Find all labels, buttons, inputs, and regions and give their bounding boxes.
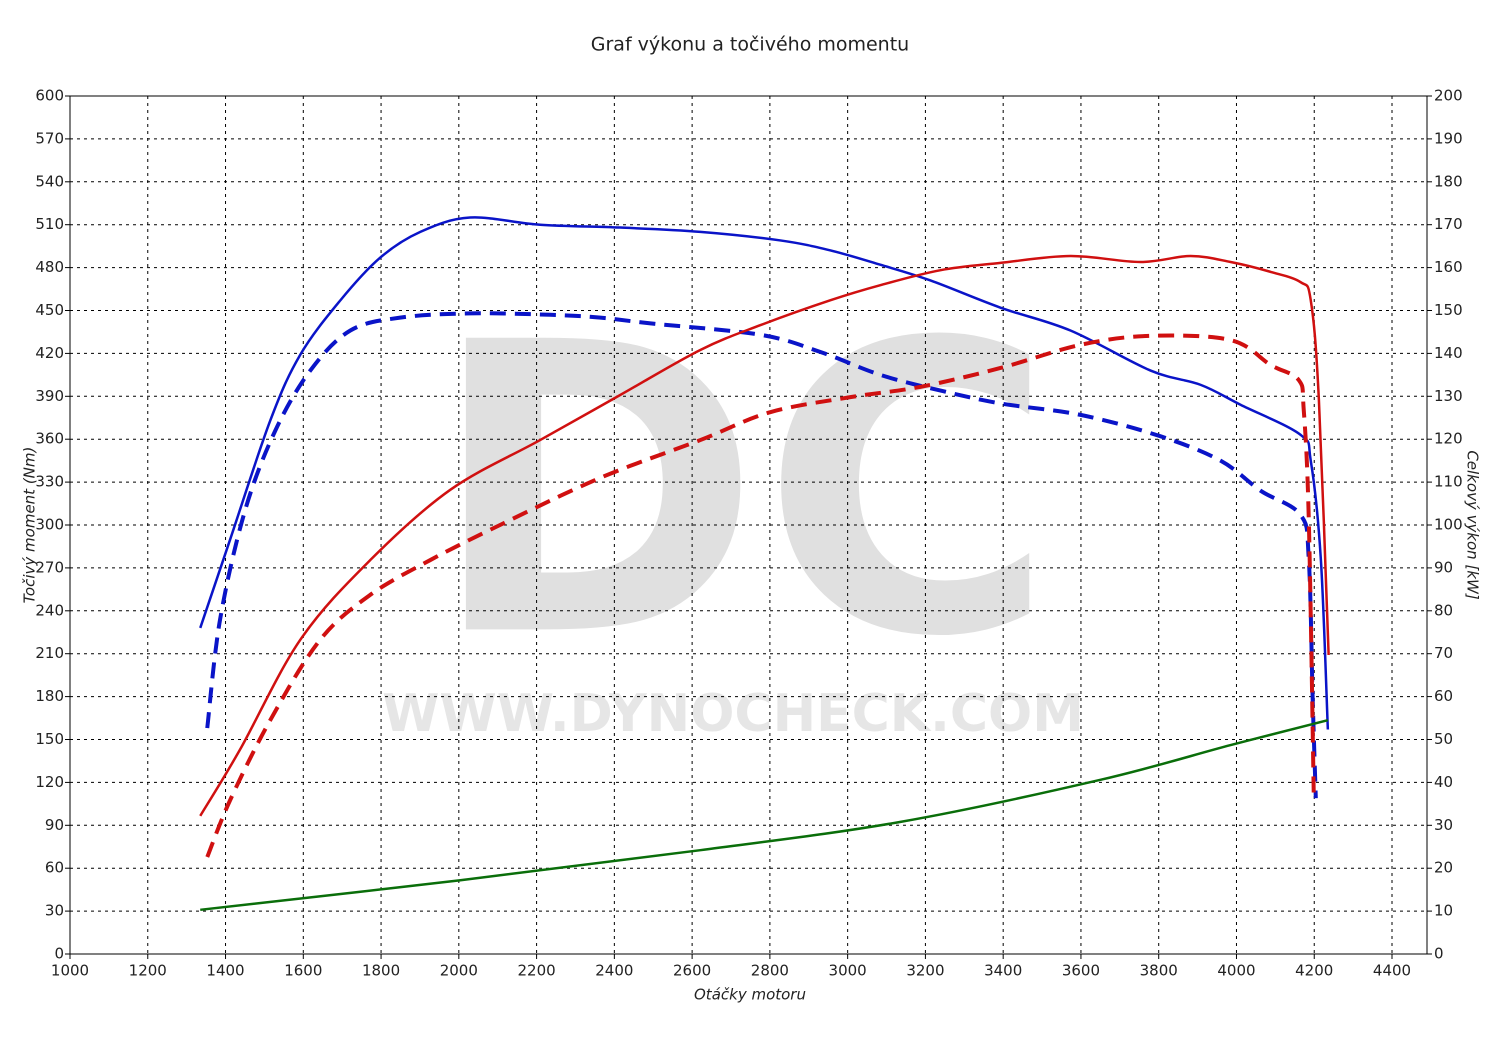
- y-tick-label: 210: [35, 644, 64, 662]
- y-tick-label: 60: [45, 859, 64, 877]
- y2-tick-label: 110: [1434, 473, 1463, 491]
- y-tick-label: 30: [45, 902, 64, 920]
- x-tick-label: 2400: [595, 962, 633, 980]
- y2-tick-label: 10: [1434, 902, 1453, 920]
- x-axis-title: Otáčky motoru: [694, 986, 806, 1004]
- watermark-logo: DC: [429, 259, 1055, 724]
- y-axis-title: Točivý moment (Nm): [21, 447, 39, 604]
- y-tick-label: 360: [35, 430, 64, 448]
- x-tick-label: 3600: [1062, 962, 1100, 980]
- y-tick-label: 540: [35, 172, 64, 190]
- x-tick-label: 3000: [829, 962, 867, 980]
- y2-tick-label: 200: [1434, 87, 1463, 105]
- y-tick-label: 150: [35, 730, 64, 748]
- x-tick-label: 1200: [129, 962, 167, 980]
- y2-tick-label: 140: [1434, 344, 1463, 362]
- y2-tick-label: 60: [1434, 687, 1453, 705]
- y-tick-label: 0: [54, 945, 64, 963]
- series-line: [205, 311, 1318, 799]
- y2-tick-label: 30: [1434, 816, 1453, 834]
- y2-tick-label: 0: [1434, 945, 1444, 963]
- x-tick-label: 3200: [906, 962, 944, 980]
- y2-tick-label: 100: [1434, 516, 1463, 534]
- y2-tick-label: 20: [1434, 859, 1453, 877]
- x-tick-label: 1600: [284, 962, 322, 980]
- y-tick-label: 510: [35, 215, 64, 233]
- plot-frame: [69, 95, 1428, 955]
- y-tick-label: 420: [35, 344, 64, 362]
- y-tick-label: 240: [35, 601, 64, 619]
- y2-tick-label: 120: [1434, 430, 1463, 448]
- x-tick-label: 4200: [1295, 962, 1333, 980]
- y-tick-label: 570: [35, 129, 64, 147]
- x-tick-label: 2000: [440, 962, 478, 980]
- y2-tick-label: 130: [1434, 387, 1463, 405]
- y-tick-label: 300: [35, 516, 64, 534]
- x-tick-label: 2800: [751, 962, 789, 980]
- y-tick-label: 270: [35, 558, 64, 576]
- y2-tick-label: 190: [1434, 129, 1463, 147]
- chart-title: Graf výkonu a točivého momentu: [591, 34, 909, 56]
- x-tick-label: 3800: [1140, 962, 1178, 980]
- y2-tick-label: 40: [1434, 773, 1453, 791]
- y-tick-label: 600: [35, 87, 64, 105]
- x-tick-label: 1000: [51, 962, 89, 980]
- y-tick-label: 90: [45, 816, 64, 834]
- y2-tick-label: 180: [1434, 172, 1463, 190]
- series-line: [199, 254, 1330, 817]
- x-tick-label: 1400: [206, 962, 244, 980]
- y-tick-label: 450: [35, 301, 64, 319]
- y2-tick-label: 160: [1434, 258, 1463, 276]
- y-tick-label: 390: [35, 387, 64, 405]
- watermark-url: WWW.DYNOCHECK.COM: [382, 684, 1084, 744]
- x-tick-label: 1800: [362, 962, 400, 980]
- y-tick-label: 330: [35, 473, 64, 491]
- y2-tick-label: 70: [1434, 644, 1453, 662]
- series-line: [199, 216, 1330, 730]
- series-line: [200, 718, 1329, 912]
- y2-tick-label: 170: [1434, 215, 1463, 233]
- x-tick-label: 4400: [1373, 962, 1411, 980]
- y2-tick-label: 50: [1434, 730, 1453, 748]
- y2-tick-label: 150: [1434, 301, 1463, 319]
- y-tick-label: 480: [35, 258, 64, 276]
- series-line: [205, 333, 1316, 858]
- y2-tick-label: 80: [1434, 601, 1453, 619]
- x-tick-label: 2600: [673, 962, 711, 980]
- x-tick-label: 2200: [517, 962, 555, 980]
- y-tick-label: 180: [35, 687, 64, 705]
- y-tick-label: 120: [35, 773, 64, 791]
- y2-axis-title: Celkový výkon [kW]: [1464, 450, 1482, 600]
- x-tick-label: 3400: [984, 962, 1022, 980]
- y2-tick-label: 90: [1434, 558, 1453, 576]
- x-tick-label: 4000: [1217, 962, 1255, 980]
